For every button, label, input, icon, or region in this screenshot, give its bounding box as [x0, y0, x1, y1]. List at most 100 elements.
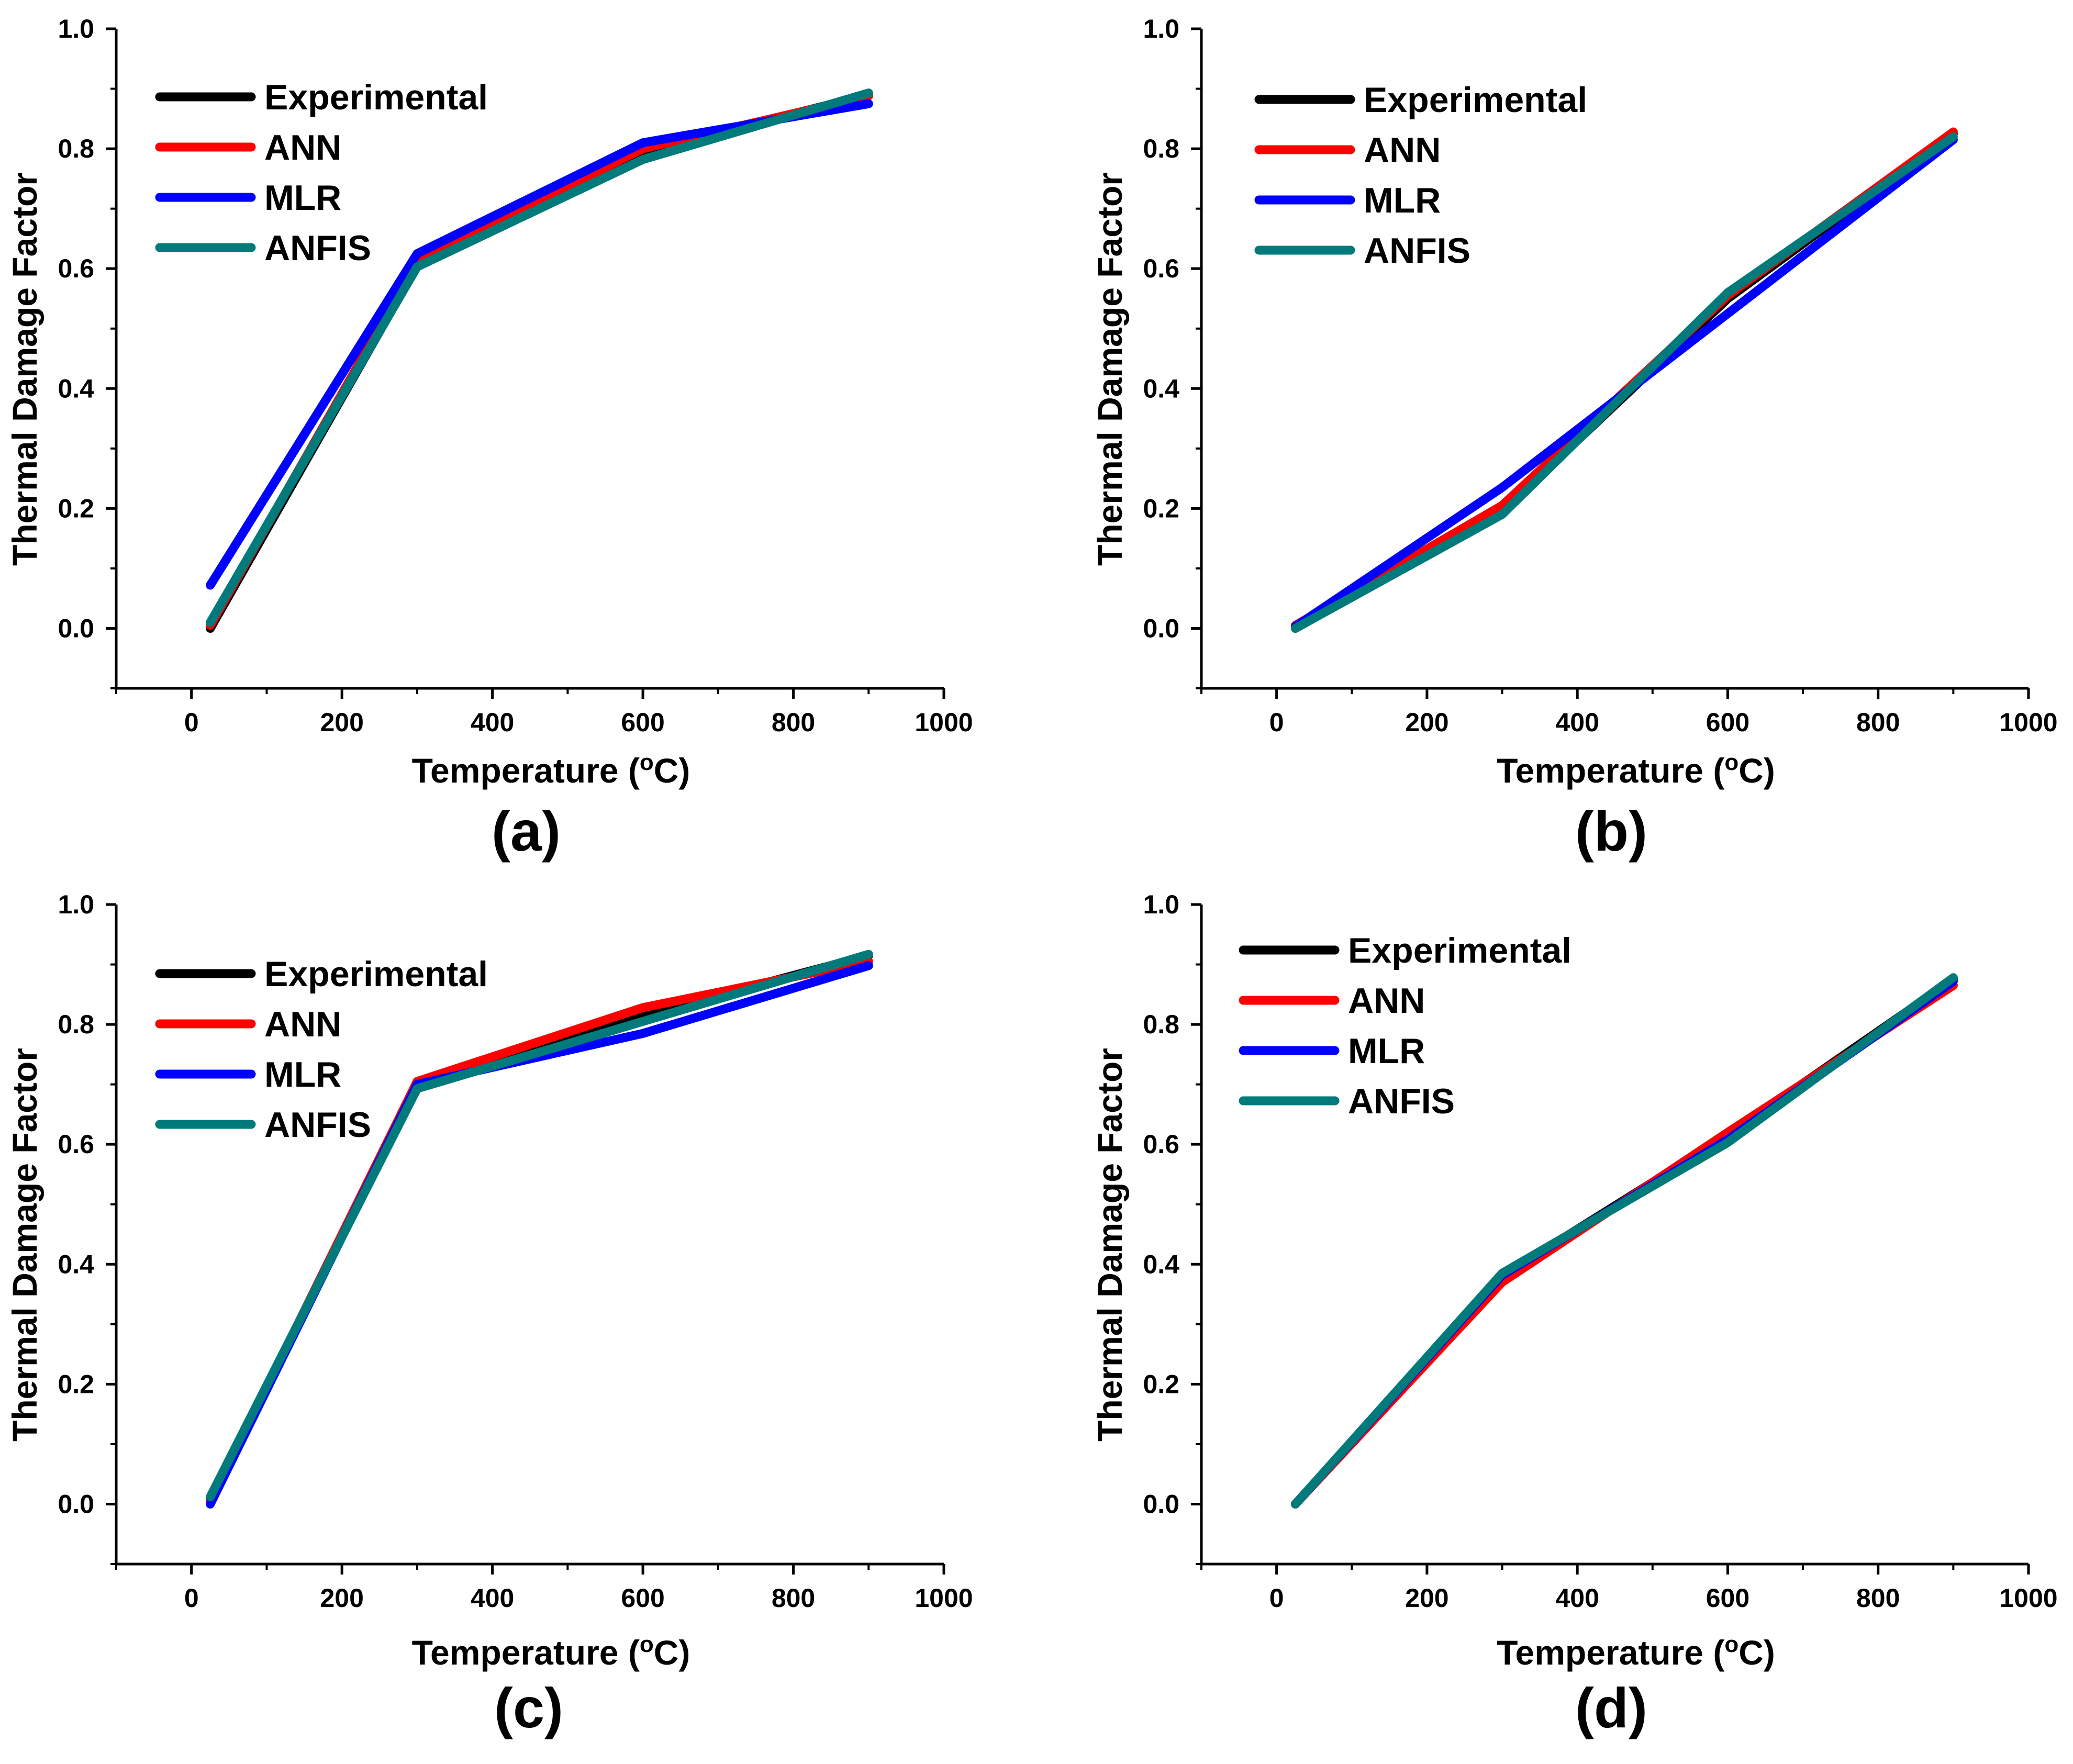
panel-label: (d)	[1575, 1676, 1647, 1739]
x-axis-title: Temperature (oC)	[412, 1632, 690, 1672]
y-axis-title: Thermal Damage Factor	[5, 172, 44, 566]
x-tick-label: 800	[1856, 708, 1900, 737]
legend-label-experimental: Experimental	[264, 954, 488, 994]
x-axis-title: Temperature (oC)	[1497, 1632, 1775, 1672]
x-axis-title-degree: o	[1724, 1632, 1738, 1657]
chart-panel-a: 0.0 0.2 0.4 0.6 0.8 1.0 0 200 400 600 800 1000 Tempe…	[5, 14, 973, 863]
legend: Experimental ANN MLR ANFIS	[155, 954, 488, 1145]
y-tick-label: 1.0	[58, 890, 94, 919]
y-tick-label: 0.2	[1143, 1369, 1179, 1399]
legend-label-experimental: Experimental	[1348, 931, 1572, 970]
x-axis-title-unit: C)	[654, 1633, 690, 1672]
y-tick-label: 0.0	[58, 1489, 94, 1519]
x-axis-title: Temperature (oC)	[1497, 750, 1775, 790]
legend-label-anfis: ANFIS	[264, 1105, 371, 1145]
x-axis-title-unit: C)	[1738, 751, 1775, 790]
x-tick-label: 200	[1405, 1583, 1448, 1613]
x-tick-label: 0	[184, 1583, 199, 1613]
series-line-anfis	[1291, 132, 1958, 633]
y-tick-label: 0.4	[1143, 374, 1179, 403]
x-tick-label: 1000	[1999, 708, 2057, 737]
y-axis-title: Thermal Damage Factor	[1090, 172, 1129, 566]
x-axis-title-degree: o	[1724, 750, 1738, 775]
y-tick-label: 0.4	[1143, 1249, 1179, 1279]
x-tick-label: 800	[772, 708, 815, 737]
legend: Experimental ANN MLR ANFIS	[155, 77, 488, 268]
x-axis-title-degree: o	[640, 750, 654, 775]
legend-label-anfis: ANFIS	[1348, 1081, 1455, 1121]
y-tick-label: 0.8	[58, 1010, 94, 1039]
x-tick-label: 600	[1706, 708, 1749, 737]
legend-label-ann: ANN	[1364, 130, 1441, 170]
x-axis-title-main: Temperature (	[412, 751, 640, 790]
x-tick-label: 0	[184, 708, 199, 737]
chart-panel-b: 0.0 0.2 0.4 0.6 0.8 1.0 0 200 400 600 800 1000 Tempe…	[1090, 14, 2058, 863]
panel-label: (c)	[494, 1676, 563, 1739]
series-line-anfis	[206, 88, 873, 627]
x-axis-title-main: Temperature (	[1497, 751, 1724, 790]
y-tick-label: 1.0	[1143, 890, 1179, 919]
x-tick-label: 200	[1405, 708, 1448, 737]
legend-label-ann: ANN	[264, 1004, 341, 1044]
x-tick-label: 0	[1269, 1583, 1284, 1613]
legend-label-mlr: MLR	[264, 1055, 341, 1095]
legend-label-ann: ANN	[264, 128, 341, 168]
x-tick-label: 0	[1269, 708, 1284, 737]
legend: Experimental ANN MLR ANFIS	[1254, 80, 1587, 271]
legend: Experimental ANN MLR ANFIS	[1239, 931, 1572, 1121]
legend-label-experimental: Experimental	[1364, 80, 1587, 120]
y-tick-label: 0.6	[1143, 1130, 1179, 1159]
x-axis-title-main: Temperature (	[412, 1633, 640, 1672]
chart-panel-c: 0.0 0.2 0.4 0.6 0.8 1.0 0 200 400 600 800 1000 Tempe…	[5, 890, 973, 1739]
x-tick-label: 400	[471, 1583, 514, 1613]
x-tick-label: 600	[621, 1583, 664, 1613]
y-tick-label: 1.0	[1143, 14, 1179, 43]
y-axis-title: Thermal Damage Factor	[1090, 1048, 1129, 1442]
x-tick-label: 1000	[1999, 1583, 2057, 1613]
y-tick-label: 0.8	[58, 134, 94, 163]
legend-label-mlr: MLR	[1348, 1031, 1425, 1071]
legend-label-mlr: MLR	[1364, 181, 1441, 220]
x-axis-title-degree: o	[640, 1632, 654, 1657]
x-tick-label: 400	[471, 708, 514, 737]
y-tick-label: 0.4	[58, 374, 94, 403]
y-tick-label: 0.0	[1143, 613, 1179, 643]
x-tick-label: 600	[621, 708, 664, 737]
legend-label-ann: ANN	[1348, 981, 1425, 1021]
x-tick-label: 400	[1555, 1583, 1599, 1613]
y-tick-label: 0.2	[1143, 494, 1179, 523]
y-tick-label: 0.6	[1143, 254, 1179, 283]
x-tick-label: 1000	[915, 708, 973, 737]
x-tick-label: 800	[772, 1583, 815, 1613]
y-axis-title: Thermal Damage Factor	[5, 1048, 44, 1442]
x-axis-title-unit: C)	[1738, 1633, 1775, 1672]
panel-label: (b)	[1575, 799, 1647, 863]
x-axis-title: Temperature (oC)	[412, 750, 690, 790]
y-tick-label: 1.0	[58, 14, 94, 43]
chart-panel-d: 0.0 0.2 0.4 0.6 0.8 1.0 0 200 400 600 800 1000 Tempe…	[1090, 890, 2058, 1739]
y-tick-label: 0.2	[58, 1369, 94, 1399]
y-tick-label: 0.4	[58, 1249, 94, 1279]
y-tick-label: 0.6	[58, 254, 94, 283]
y-tick-label: 0.0	[1143, 1489, 1179, 1519]
panel-label: (a)	[492, 799, 561, 863]
legend-label-anfis: ANFIS	[264, 228, 371, 268]
y-tick-label: 0.8	[1143, 134, 1179, 163]
x-tick-label: 800	[1856, 1583, 1900, 1613]
x-axis-title-unit: C)	[654, 751, 690, 790]
legend-label-anfis: ANFIS	[1364, 231, 1470, 271]
x-tick-label: 1000	[915, 1583, 973, 1613]
legend-label-experimental: Experimental	[264, 77, 488, 117]
x-tick-label: 200	[320, 1583, 363, 1613]
x-tick-label: 600	[1706, 1583, 1749, 1613]
x-tick-label: 200	[320, 708, 363, 737]
y-tick-label: 0.8	[1143, 1010, 1179, 1039]
series-line-anfis	[206, 950, 873, 1502]
y-tick-label: 0.0	[58, 613, 94, 643]
x-tick-label: 400	[1555, 708, 1599, 737]
legend-label-mlr: MLR	[264, 178, 341, 218]
x-axis-title-main: Temperature (	[1497, 1633, 1724, 1672]
y-tick-label: 0.6	[58, 1130, 94, 1159]
series-line-anfis	[1291, 973, 1958, 1509]
